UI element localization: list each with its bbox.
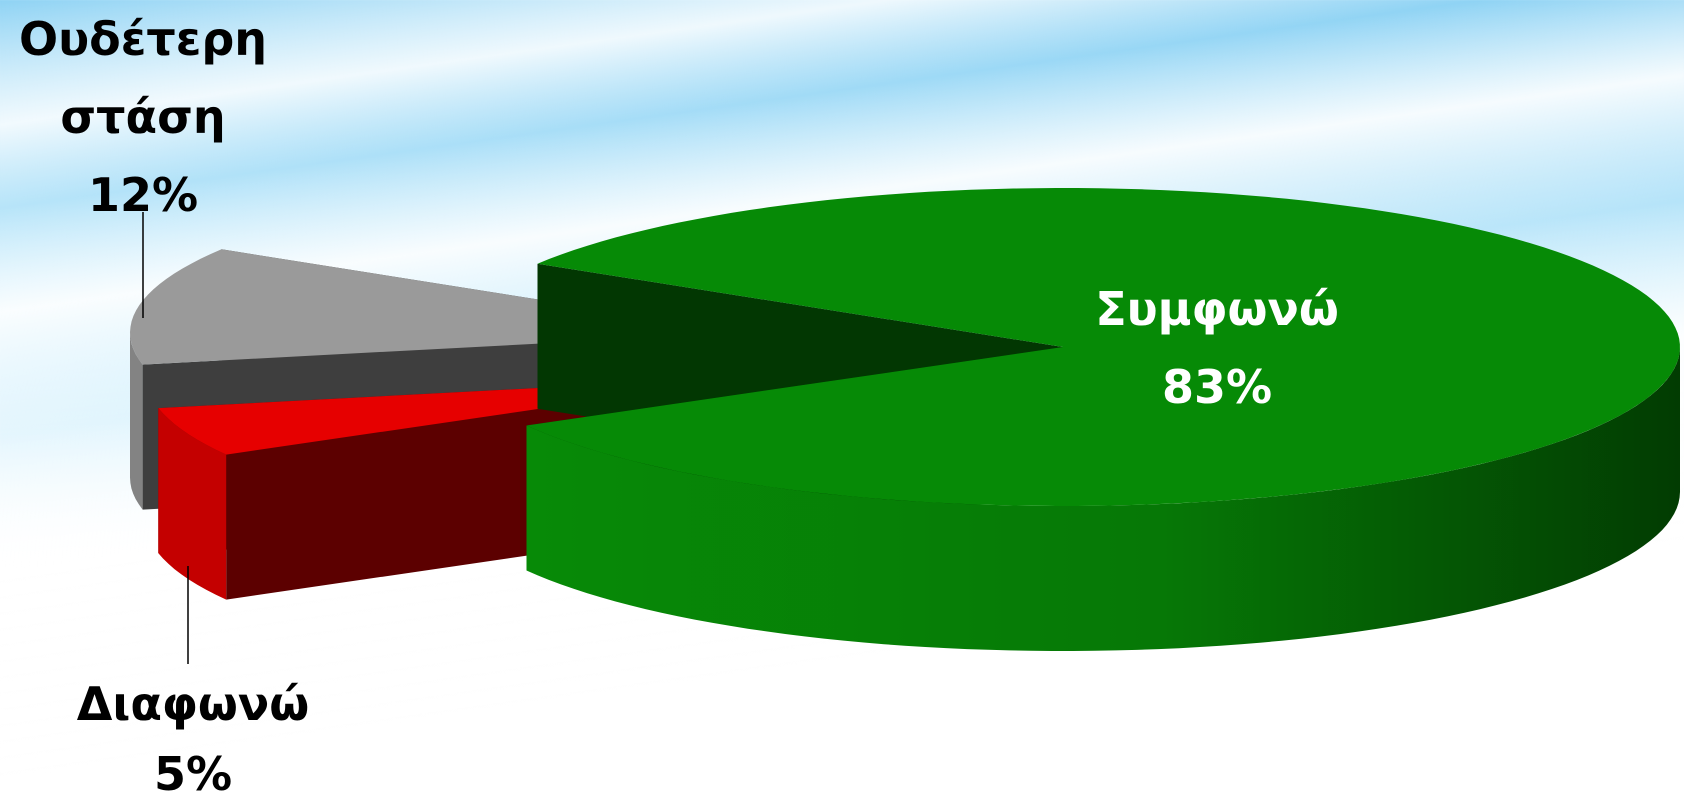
slice-wall	[130, 332, 143, 510]
category-label: Συμφωνώ	[1095, 282, 1339, 336]
category-label: Ουδέτερη στάση	[18, 12, 267, 144]
category-label: Διαφωνώ	[76, 677, 310, 731]
value-label: 12%	[87, 168, 199, 222]
slice-wall	[158, 408, 227, 600]
slice-label: Διαφωνώ 5%	[77, 665, 309, 804]
value-label: 5%	[153, 747, 233, 801]
value-label: 83%	[1161, 360, 1273, 414]
slice-label: Συμφωνώ 83%	[1095, 270, 1339, 426]
slice-top	[526, 188, 1680, 506]
slice-wall	[526, 347, 1680, 651]
slice-label: Ουδέτερη στάση 12%	[0, 0, 293, 234]
